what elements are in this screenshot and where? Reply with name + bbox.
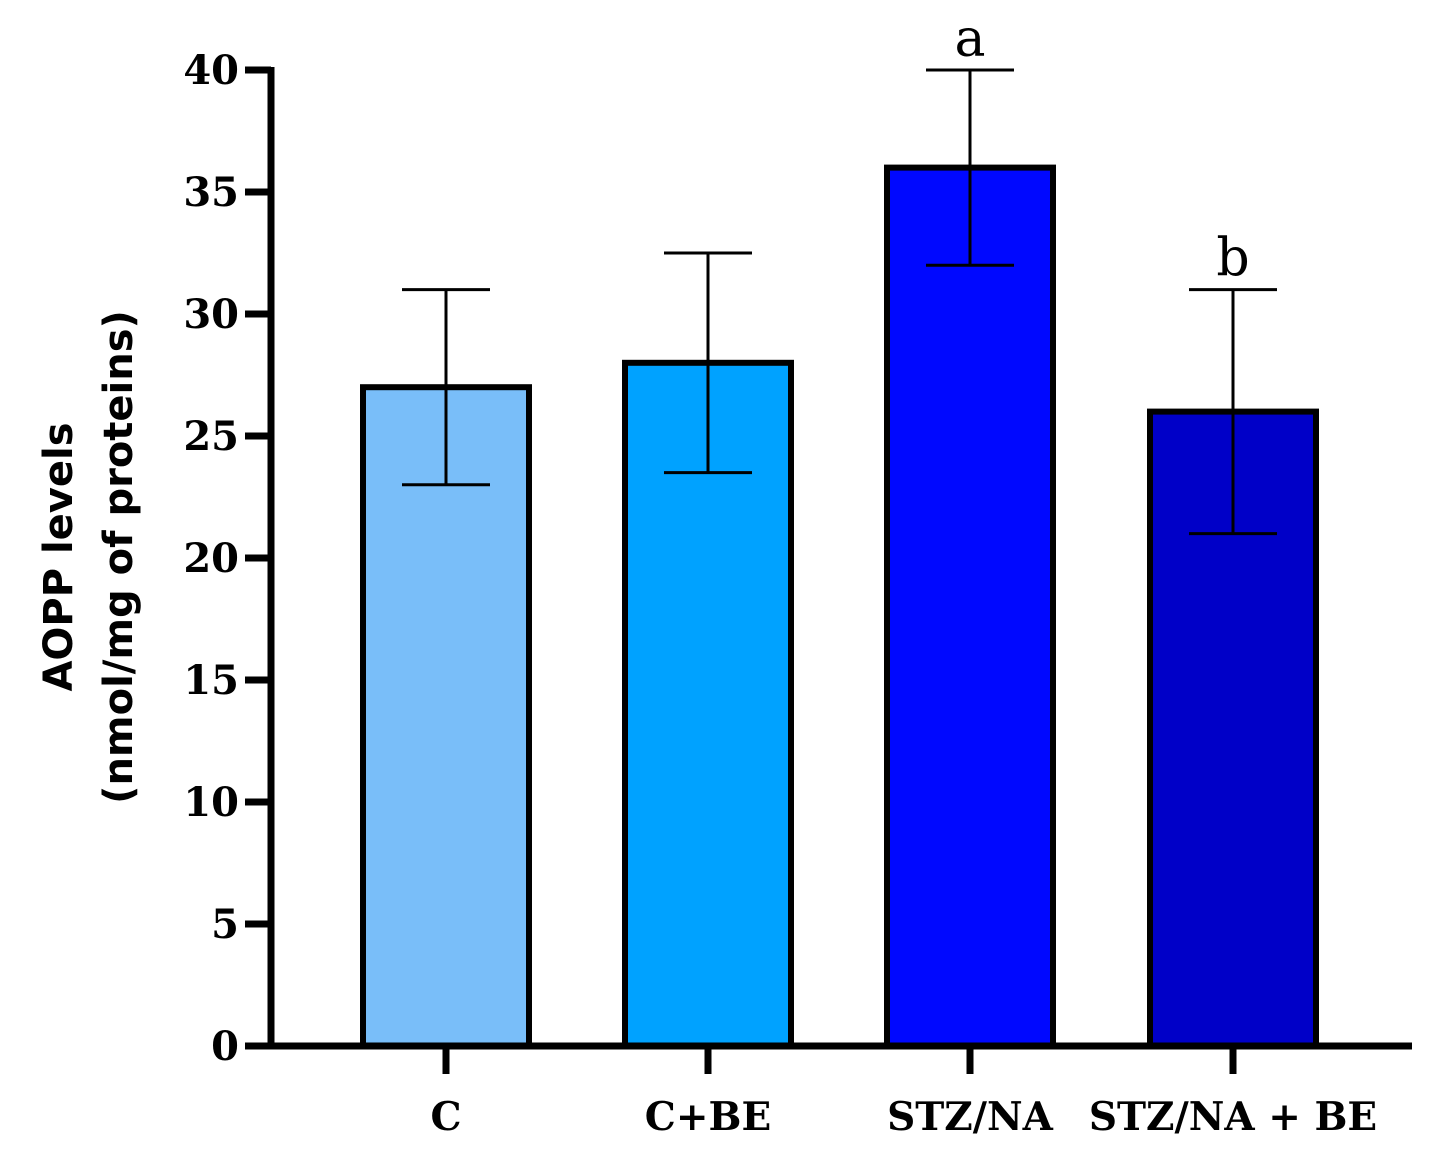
bar: [884, 164, 1056, 1050]
y-axis-title-line-1: AOPP levels: [36, 422, 82, 691]
significance-label: b: [1216, 229, 1249, 289]
y-tick-label: 30: [183, 291, 239, 338]
x-category-label: STZ/NA + BE: [1089, 1094, 1377, 1140]
x-category-label: STZ/NA: [887, 1094, 1054, 1140]
significance-labels: ab: [954, 9, 1249, 289]
significance-label: a: [954, 9, 985, 69]
y-tick-label: 5: [211, 901, 239, 948]
bars: [360, 164, 1319, 1050]
y-axis-title-line-2: (nmol/mg of proteins): [96, 310, 142, 804]
y-tick-label: 10: [183, 779, 239, 826]
y-tick-label: 25: [183, 413, 239, 460]
error-bars: [402, 68, 1277, 536]
axes: [267, 67, 1412, 1050]
x-axis-labels: C C+BE STZ/NA STZ/NA + BE: [430, 1046, 1377, 1140]
x-category-label: C+BE: [645, 1094, 771, 1140]
y-tick-label: 15: [183, 657, 239, 704]
y-axis-ticks: 0 5 10 15 20 25 30 35 40: [183, 47, 271, 1070]
x-category-label: C: [430, 1094, 461, 1140]
y-tick-label: 0: [211, 1023, 239, 1070]
y-tick-label: 20: [183, 535, 239, 582]
y-tick-label: 35: [183, 169, 239, 216]
y-tick-label: 40: [183, 47, 239, 94]
